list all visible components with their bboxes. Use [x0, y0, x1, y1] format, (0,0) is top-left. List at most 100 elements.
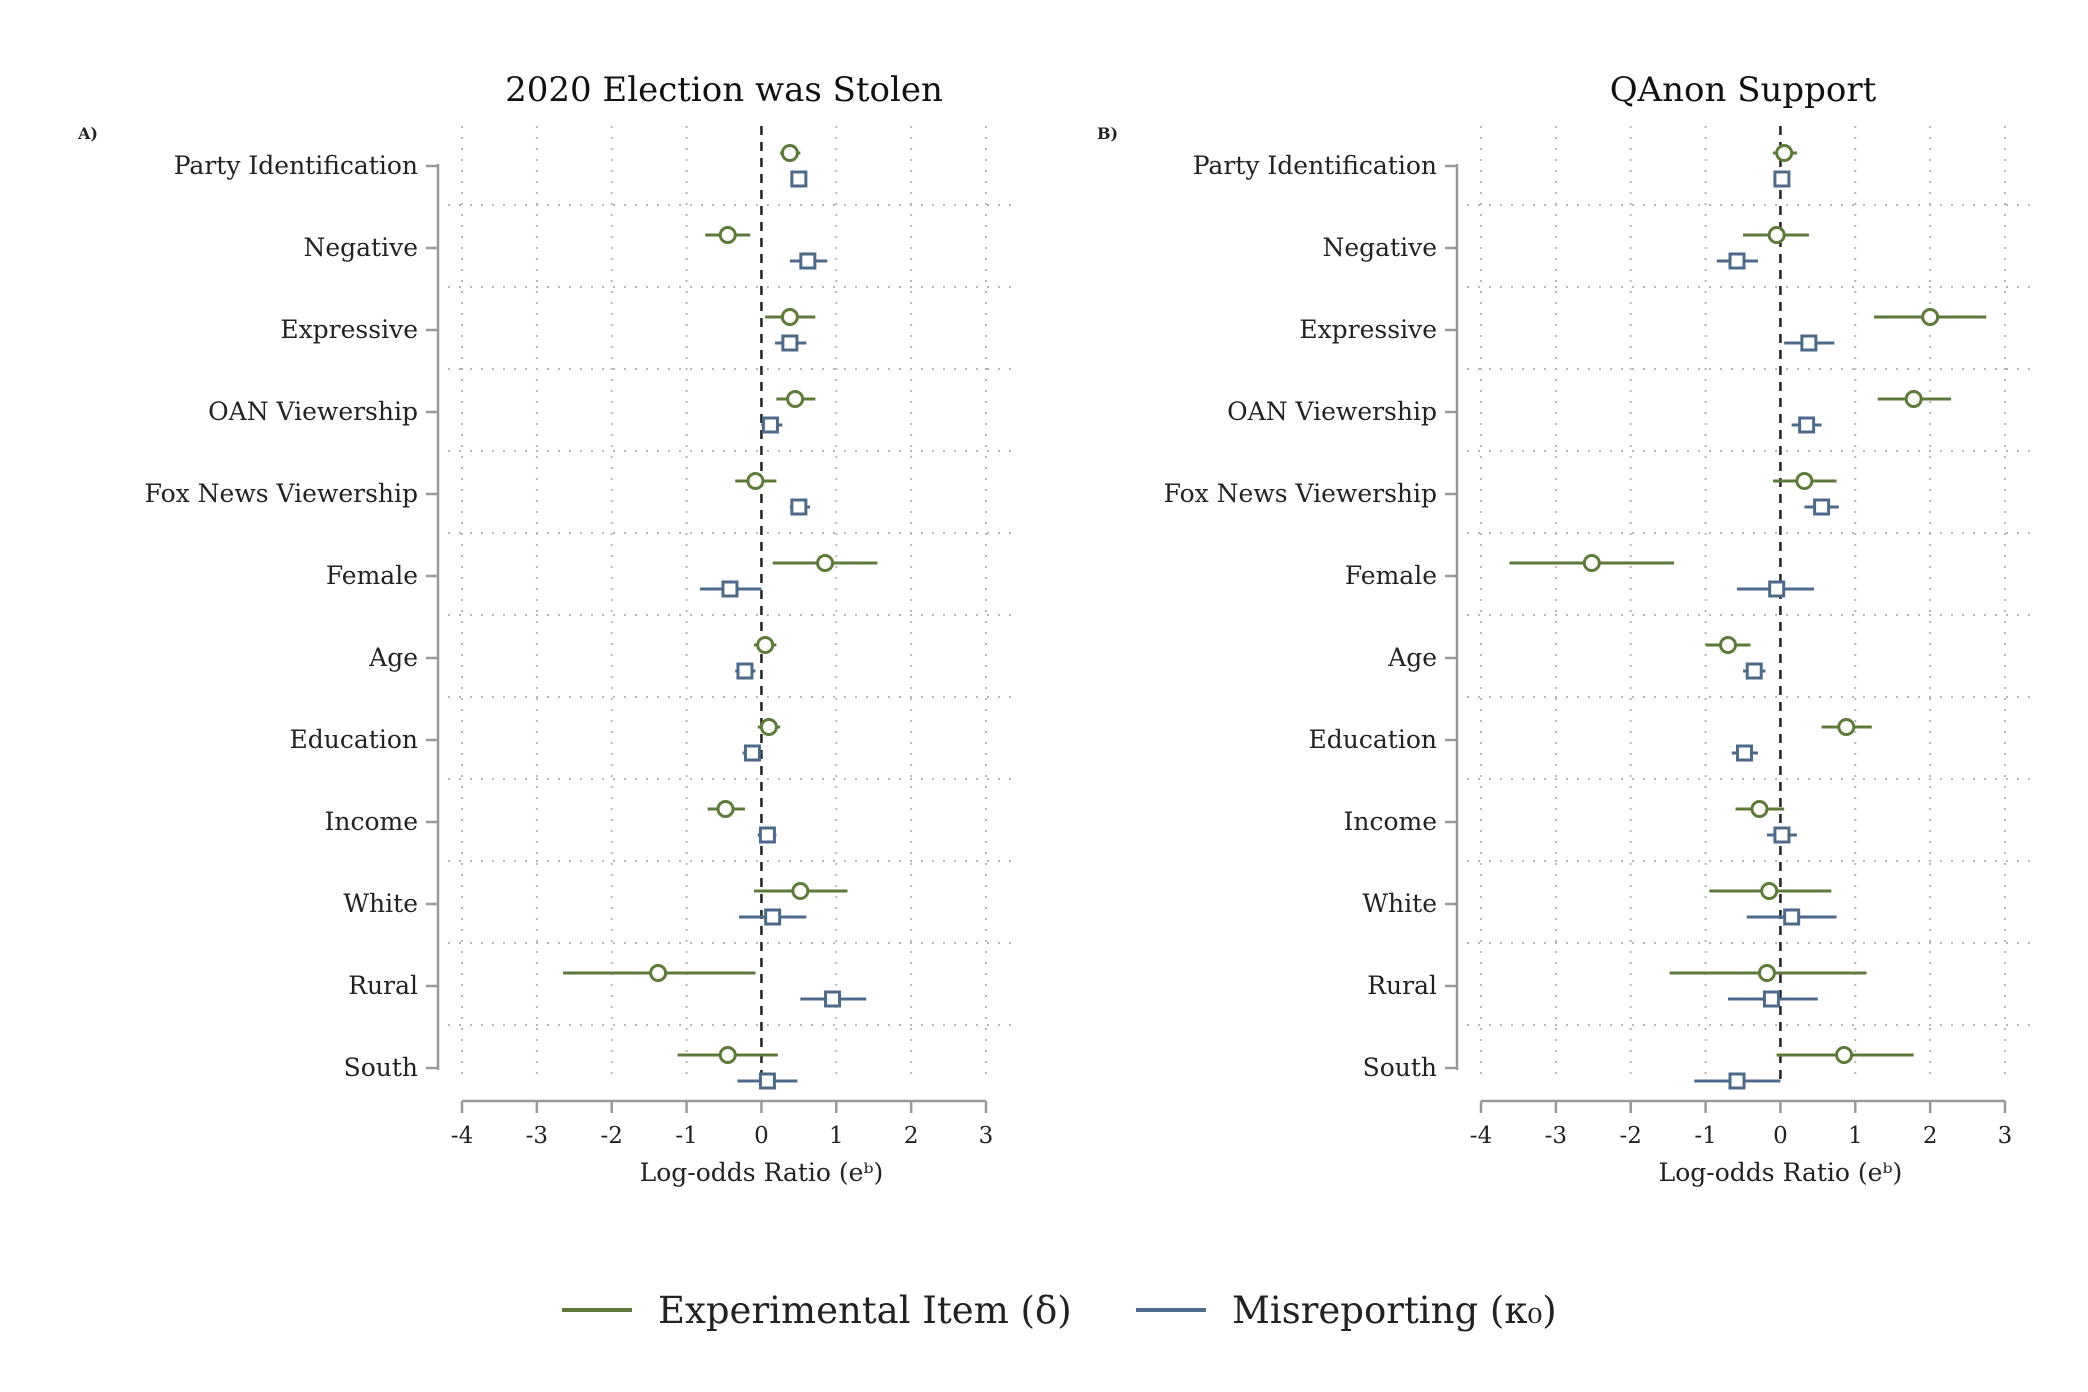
point-misreporting-party-identification: [1773, 170, 1791, 188]
point-misreporting-female: [721, 580, 739, 598]
point-misreporting-negative: [799, 252, 817, 270]
point-misreporting-female: [1768, 580, 1786, 598]
panel-a: 2020 Election was Stolen A) Party Identifi…: [77, 70, 1012, 1187]
point-misreporting-age: [736, 662, 754, 680]
x-tick-label: 3: [1998, 1123, 2013, 1149]
point-experimental-south: [1835, 1046, 1854, 1064]
point-misreporting-rural: [824, 990, 842, 1008]
x-tick-label: -1: [1694, 1123, 1716, 1149]
point-experimental-income: [716, 800, 735, 818]
point-misreporting-expressive: [781, 334, 799, 352]
point-experimental-fox-news-viewership: [746, 472, 765, 490]
category-label-expressive: Expressive: [280, 315, 418, 344]
point-misreporting-education: [743, 744, 761, 762]
legend: Experimental Item (δ) Misreporting (κ₀): [562, 1289, 1557, 1332]
category-label-oan-viewership: OAN Viewership: [1227, 397, 1437, 426]
category-label-negative: Negative: [303, 233, 418, 262]
point-experimental-age: [1719, 636, 1738, 654]
point-misreporting-white: [764, 908, 782, 926]
category-label-south: South: [344, 1053, 418, 1082]
point-experimental-party-identification: [780, 144, 799, 162]
point-experimental-expressive: [1921, 308, 1940, 326]
x-tick-label: 2: [904, 1123, 919, 1149]
category-label-female: Female: [326, 561, 418, 590]
x-axis-label: Log-odds Ratio (eᵇ): [1659, 1158, 1903, 1187]
x-tick-label: -3: [526, 1123, 548, 1149]
category-label-education: Education: [1309, 725, 1437, 754]
x-tick-label: 1: [1848, 1123, 1863, 1149]
chart-title: 2020 Election was Stolen: [505, 70, 943, 110]
x-tick-label: -2: [601, 1123, 623, 1149]
point-experimental-fox-news-viewership: [1795, 472, 1814, 490]
point-experimental-oan-viewership: [1904, 390, 1923, 408]
category-label-white: White: [343, 889, 418, 918]
point-misreporting-expressive: [1800, 334, 1818, 352]
point-experimental-white: [791, 882, 810, 900]
category-label-south: South: [1363, 1053, 1437, 1082]
point-misreporting-income: [758, 826, 776, 844]
point-experimental-age: [756, 636, 775, 654]
category-label-white: White: [1362, 889, 1437, 918]
point-misreporting-south: [1728, 1072, 1746, 1090]
legend-label-misreporting: Misreporting (κ₀): [1232, 1289, 1557, 1332]
panel-label: A): [77, 124, 98, 143]
category-label-negative: Negative: [1322, 233, 1437, 262]
point-experimental-education: [759, 718, 778, 736]
point-misreporting-education: [1735, 744, 1753, 762]
category-label-party-identification: Party Identification: [1193, 151, 1437, 180]
point-experimental-rural: [1757, 964, 1776, 982]
category-label-education: Education: [290, 725, 418, 754]
x-tick-label: 3: [979, 1123, 994, 1149]
point-misreporting-oan-viewership: [1798, 416, 1816, 434]
point-experimental-south: [718, 1046, 737, 1064]
point-misreporting-rural: [1762, 990, 1780, 1008]
category-label-party-identification: Party Identification: [174, 151, 418, 180]
category-label-rural: Rural: [1367, 971, 1437, 1000]
x-tick-label: 2: [1923, 1123, 1938, 1149]
point-misreporting-age: [1745, 662, 1763, 680]
point-misreporting-south: [758, 1072, 776, 1090]
point-experimental-white: [1760, 882, 1779, 900]
point-misreporting-party-identification: [790, 170, 808, 188]
category-label-oan-viewership: OAN Viewership: [208, 397, 418, 426]
point-misreporting-white: [1783, 908, 1801, 926]
category-label-fox-news-viewership: Fox News Viewership: [1164, 479, 1437, 508]
x-tick-label: -1: [675, 1123, 697, 1149]
x-tick-label: -2: [1620, 1123, 1642, 1149]
point-experimental-negative: [1767, 226, 1786, 244]
category-label-fox-news-viewership: Fox News Viewership: [145, 479, 418, 508]
point-misreporting-oan-viewership: [761, 416, 779, 434]
x-tick-label: -4: [451, 1123, 473, 1149]
x-axis-label: Log-odds Ratio (eᵇ): [640, 1158, 884, 1187]
category-label-female: Female: [1345, 561, 1437, 590]
x-tick-label: -4: [1470, 1123, 1492, 1149]
point-misreporting-income: [1773, 826, 1791, 844]
point-misreporting-fox-news-viewership: [1813, 498, 1831, 516]
point-experimental-oan-viewership: [786, 390, 805, 408]
point-experimental-female: [1582, 554, 1601, 572]
point-experimental-negative: [718, 226, 737, 244]
category-label-expressive: Expressive: [1299, 315, 1437, 344]
point-experimental-party-identification: [1775, 144, 1794, 162]
chart-title: QAnon Support: [1610, 70, 1877, 110]
category-label-income: Income: [324, 807, 418, 836]
point-experimental-education: [1837, 718, 1856, 736]
x-tick-label: 0: [754, 1123, 769, 1149]
point-misreporting-fox-news-viewership: [790, 498, 808, 516]
panel-label: B): [1097, 124, 1118, 143]
category-label-rural: Rural: [348, 971, 418, 1000]
category-label-age: Age: [368, 643, 418, 672]
point-experimental-female: [816, 554, 835, 572]
x-tick-label: -3: [1545, 1123, 1567, 1149]
point-experimental-expressive: [780, 308, 799, 326]
legend-label-experimental: Experimental Item (δ): [658, 1289, 1072, 1332]
x-tick-label: 0: [1773, 1123, 1788, 1149]
panel-b: QAnon Support B) Party Identification Negat…: [1097, 70, 2031, 1187]
point-experimental-income: [1750, 800, 1769, 818]
category-label-age: Age: [1387, 643, 1437, 672]
point-misreporting-negative: [1728, 252, 1746, 270]
category-label-income: Income: [1343, 807, 1437, 836]
point-experimental-rural: [649, 964, 668, 982]
x-tick-label: 1: [829, 1123, 844, 1149]
